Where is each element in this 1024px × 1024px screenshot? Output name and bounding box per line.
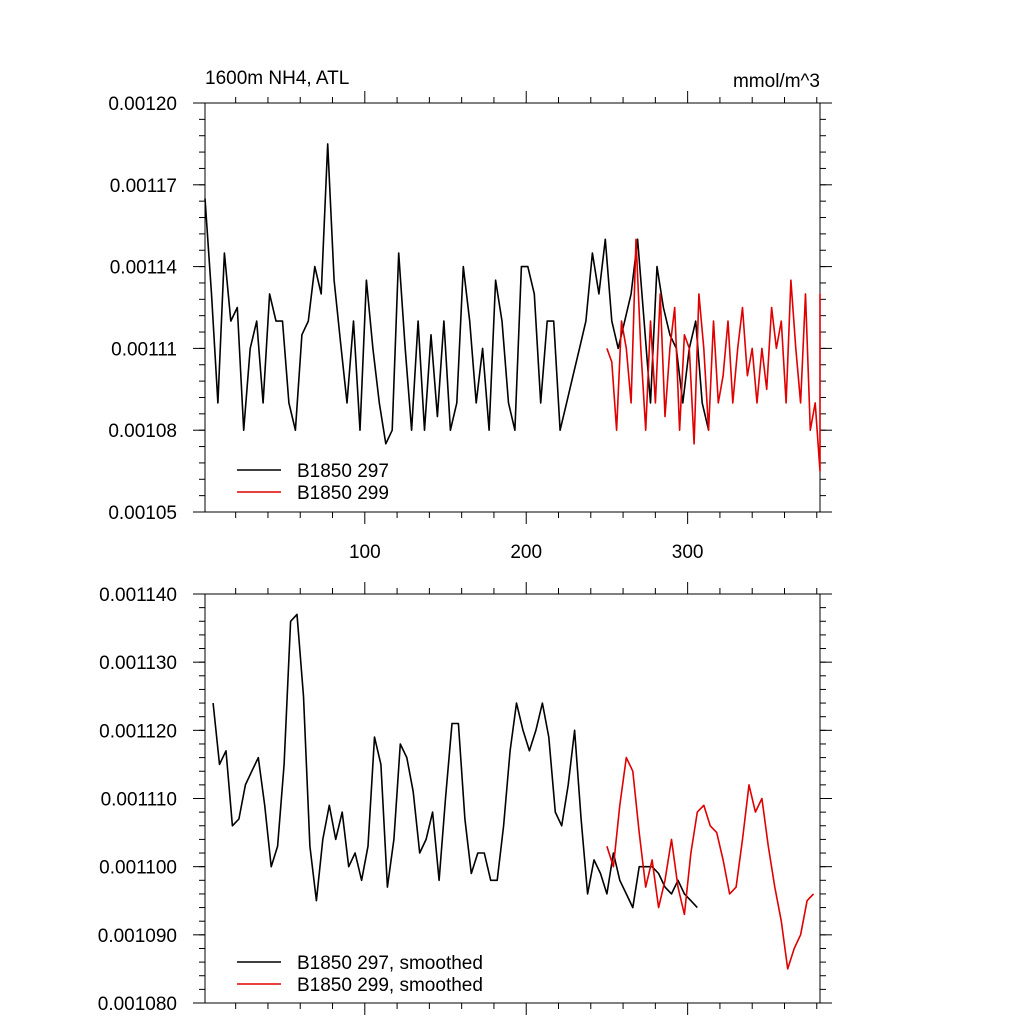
series-line-1 — [212, 613, 698, 909]
legend-label: B1850 297, smoothed — [297, 953, 483, 974]
legend-label: B1850 297 — [297, 461, 389, 482]
y-tick-label: 0.00117 — [110, 176, 177, 197]
series-line-2 — [606, 238, 821, 472]
y-tick-label: 0.00105 — [108, 503, 177, 524]
legend-label: B1850 299 — [297, 483, 389, 504]
legend-label: B1850 299, smoothed — [297, 975, 483, 996]
y-tick-label: 0.001120 — [99, 721, 177, 742]
plot-frame — [204, 593, 821, 1004]
y-tick-label: 0.00108 — [108, 421, 177, 442]
plot-frame — [204, 102, 821, 513]
x-tick-label: 300 — [672, 542, 704, 563]
series-line-2 — [606, 756, 815, 970]
y-tick-label: 0.001110 — [101, 790, 177, 811]
x-tick-label: 200 — [510, 542, 542, 563]
chart-panel-2: 0.001080 0.001090 0.001100 0.001110 0.001120… — [98, 582, 832, 1015]
x-tick-label: 100 — [349, 542, 381, 563]
chart-title: 1600m NH4, ATL — [205, 68, 349, 89]
y-tick-label: 0.001100 — [99, 858, 177, 879]
units-label: mmol/m^3 — [733, 71, 820, 92]
y-tick-label: 0.001080 — [98, 994, 177, 1015]
series-line-1 — [204, 143, 710, 445]
y-tick-label: 0.00111 — [111, 339, 177, 360]
y-tick-label: 0.00114 — [110, 258, 178, 279]
y-tick-label: 0.001130 — [99, 653, 177, 674]
y-tick-label: 0.001090 — [98, 926, 177, 947]
y-tick-label: 0.00120 — [108, 94, 177, 115]
y-tick-label: 0.001140 — [99, 585, 177, 606]
chart-panel-1: 0.00105 0.00108 0.00111 0.00114 0.00117 0.001… — [108, 68, 832, 563]
